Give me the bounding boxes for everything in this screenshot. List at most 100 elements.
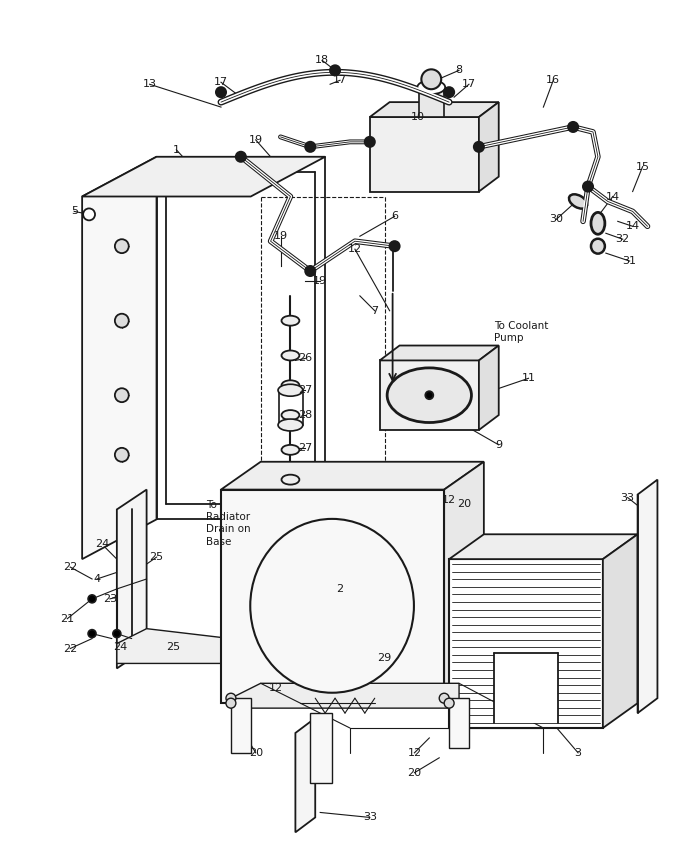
Ellipse shape <box>282 350 300 360</box>
Text: 7: 7 <box>371 306 379 315</box>
Ellipse shape <box>250 518 414 693</box>
Polygon shape <box>638 479 657 713</box>
Text: 19: 19 <box>249 135 263 144</box>
Ellipse shape <box>569 195 587 208</box>
Bar <box>370 117 479 191</box>
Text: 12: 12 <box>269 683 282 694</box>
Circle shape <box>83 208 95 220</box>
Ellipse shape <box>282 474 300 484</box>
Ellipse shape <box>418 80 445 94</box>
Polygon shape <box>479 345 499 430</box>
Circle shape <box>115 388 128 402</box>
Text: 3: 3 <box>574 748 582 758</box>
Circle shape <box>113 630 121 638</box>
Text: 19: 19 <box>313 276 327 286</box>
Polygon shape <box>444 462 484 703</box>
Circle shape <box>88 630 96 638</box>
Text: 31: 31 <box>622 256 637 266</box>
Circle shape <box>583 182 593 191</box>
Bar <box>449 698 469 748</box>
Circle shape <box>226 698 236 708</box>
Text: 2: 2 <box>337 584 344 594</box>
Circle shape <box>115 239 128 253</box>
Polygon shape <box>117 629 231 664</box>
Text: 28: 28 <box>298 410 313 420</box>
Polygon shape <box>449 535 638 559</box>
Circle shape <box>568 122 578 132</box>
Text: 17: 17 <box>333 76 347 85</box>
Circle shape <box>330 65 340 76</box>
Bar <box>231 698 251 753</box>
Text: 12: 12 <box>348 244 362 254</box>
Text: 23: 23 <box>103 594 117 604</box>
Polygon shape <box>380 360 479 430</box>
Bar <box>419 88 444 117</box>
Text: 20: 20 <box>457 500 471 509</box>
Circle shape <box>236 152 246 162</box>
Polygon shape <box>231 683 459 708</box>
Polygon shape <box>380 345 499 360</box>
Polygon shape <box>370 102 499 117</box>
Ellipse shape <box>282 380 300 390</box>
Text: 20: 20 <box>407 768 422 778</box>
Circle shape <box>115 448 128 462</box>
Text: 24: 24 <box>95 539 109 549</box>
Ellipse shape <box>278 419 303 431</box>
Circle shape <box>115 314 128 327</box>
Text: 8: 8 <box>455 65 462 76</box>
Text: 12: 12 <box>442 495 456 505</box>
Text: 24: 24 <box>113 642 127 652</box>
Text: 20: 20 <box>249 748 263 758</box>
Ellipse shape <box>282 315 300 326</box>
Text: 17: 17 <box>462 79 476 89</box>
Bar <box>278 390 304 425</box>
Circle shape <box>305 266 315 276</box>
Text: 32: 32 <box>616 235 630 244</box>
Text: 9: 9 <box>495 439 502 450</box>
Ellipse shape <box>591 239 605 253</box>
Circle shape <box>365 137 374 147</box>
Ellipse shape <box>278 384 303 396</box>
Ellipse shape <box>387 368 471 422</box>
Text: 30: 30 <box>550 214 563 224</box>
Circle shape <box>305 142 315 152</box>
Polygon shape <box>295 718 315 832</box>
Circle shape <box>226 694 236 703</box>
Ellipse shape <box>282 445 300 455</box>
Circle shape <box>444 88 454 97</box>
Polygon shape <box>117 490 146 668</box>
Circle shape <box>88 595 96 603</box>
Text: 21: 21 <box>60 614 74 624</box>
Text: 15: 15 <box>635 162 650 172</box>
Ellipse shape <box>591 212 605 235</box>
Circle shape <box>444 698 454 708</box>
Text: 11: 11 <box>521 373 535 383</box>
Polygon shape <box>479 102 499 191</box>
Polygon shape <box>603 535 638 728</box>
Text: 25: 25 <box>166 642 181 652</box>
Text: 18: 18 <box>315 55 329 65</box>
Text: 4: 4 <box>93 574 100 584</box>
Ellipse shape <box>282 410 300 420</box>
Circle shape <box>474 142 484 152</box>
Text: 33: 33 <box>363 813 376 823</box>
Text: 12: 12 <box>407 748 422 758</box>
Text: 26: 26 <box>298 354 313 364</box>
Text: 1: 1 <box>173 144 180 155</box>
Text: 13: 13 <box>143 79 157 89</box>
Text: 10: 10 <box>410 112 425 122</box>
Text: 14: 14 <box>606 191 620 201</box>
Text: 5: 5 <box>71 207 78 217</box>
Text: 25: 25 <box>150 552 164 562</box>
Circle shape <box>425 391 433 399</box>
Text: 33: 33 <box>620 492 635 502</box>
Bar <box>494 654 559 723</box>
Text: 27: 27 <box>298 385 313 395</box>
Polygon shape <box>82 156 325 196</box>
Bar <box>221 490 444 703</box>
Text: ToReplacementParts.com: ToReplacementParts.com <box>264 493 423 506</box>
Bar <box>311 713 332 783</box>
Polygon shape <box>221 462 484 490</box>
Text: 14: 14 <box>626 221 640 231</box>
Text: 29: 29 <box>378 654 392 664</box>
